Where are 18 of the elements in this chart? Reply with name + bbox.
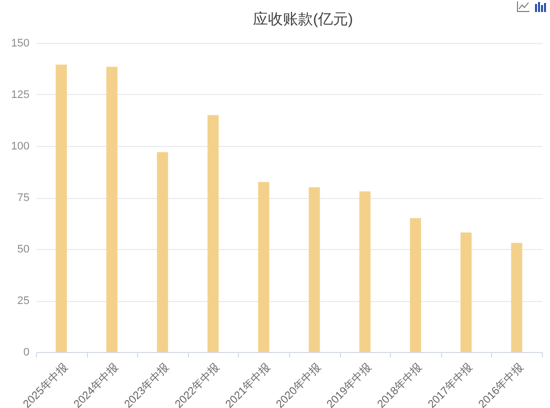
y-tick-label: 100 — [11, 140, 30, 152]
bar — [511, 242, 522, 352]
bar — [106, 66, 118, 352]
bar — [460, 232, 472, 352]
bar — [410, 218, 422, 352]
chart-title: 应收账款(亿元) — [253, 11, 353, 28]
bar — [156, 152, 168, 352]
y-tick-label: 25 — [17, 295, 30, 307]
y-tick-label: 75 — [17, 192, 30, 204]
bar — [308, 187, 320, 352]
y-tick-label: 125 — [11, 89, 30, 101]
bar — [258, 182, 270, 352]
y-tick-label: 50 — [17, 244, 30, 256]
y-tick-label: 150 — [11, 38, 30, 50]
bar — [56, 64, 67, 352]
bar — [359, 191, 370, 352]
bar — [208, 115, 219, 352]
y-tick-label: 0 — [23, 346, 30, 358]
